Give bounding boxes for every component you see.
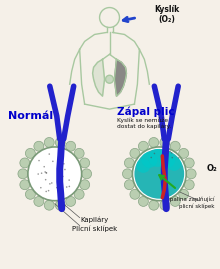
Circle shape bbox=[45, 172, 47, 174]
Circle shape bbox=[52, 161, 54, 162]
Circle shape bbox=[66, 186, 68, 188]
Circle shape bbox=[37, 173, 39, 175]
Circle shape bbox=[160, 200, 170, 210]
Polygon shape bbox=[114, 59, 126, 96]
Circle shape bbox=[68, 186, 70, 187]
Circle shape bbox=[123, 169, 132, 179]
Text: Kyslík se nemůže
dostat do kapiláry.: Kyslík se nemůže dostat do kapiláry. bbox=[117, 117, 172, 129]
Circle shape bbox=[184, 180, 194, 190]
Circle shape bbox=[130, 189, 140, 199]
Circle shape bbox=[179, 189, 189, 199]
Circle shape bbox=[148, 149, 166, 167]
Text: Kyslík
(O₂): Kyslík (O₂) bbox=[155, 5, 180, 24]
Circle shape bbox=[171, 152, 172, 154]
Circle shape bbox=[186, 169, 196, 179]
Circle shape bbox=[40, 187, 42, 189]
Circle shape bbox=[38, 160, 40, 161]
Circle shape bbox=[124, 180, 134, 190]
Circle shape bbox=[138, 196, 148, 206]
Circle shape bbox=[150, 157, 152, 158]
Circle shape bbox=[48, 153, 50, 155]
Circle shape bbox=[149, 137, 159, 147]
Circle shape bbox=[44, 200, 54, 210]
Circle shape bbox=[55, 137, 65, 147]
Text: Plicní sklípek: Plicní sklípek bbox=[72, 226, 117, 232]
Circle shape bbox=[66, 141, 76, 151]
Circle shape bbox=[170, 196, 180, 206]
Circle shape bbox=[58, 155, 60, 156]
Circle shape bbox=[41, 172, 42, 174]
Circle shape bbox=[59, 187, 60, 189]
Circle shape bbox=[55, 200, 65, 210]
Circle shape bbox=[130, 148, 140, 158]
Circle shape bbox=[169, 150, 171, 152]
Circle shape bbox=[167, 157, 181, 171]
Circle shape bbox=[184, 158, 194, 168]
Circle shape bbox=[132, 147, 186, 201]
Circle shape bbox=[141, 152, 157, 168]
Circle shape bbox=[45, 191, 47, 192]
Circle shape bbox=[63, 163, 65, 165]
Circle shape bbox=[45, 179, 46, 180]
Circle shape bbox=[34, 141, 44, 151]
Circle shape bbox=[80, 158, 90, 168]
Circle shape bbox=[58, 164, 60, 165]
Circle shape bbox=[64, 169, 66, 170]
Circle shape bbox=[44, 171, 46, 173]
Circle shape bbox=[44, 137, 54, 147]
Circle shape bbox=[170, 141, 180, 151]
Circle shape bbox=[66, 196, 76, 206]
Circle shape bbox=[46, 172, 47, 174]
Circle shape bbox=[58, 193, 60, 194]
Text: Kapiláry: Kapiláry bbox=[81, 217, 109, 223]
Text: Kapalina zaplňující
plicní sklípek: Kapalina zaplňující plicní sklípek bbox=[163, 197, 214, 209]
Circle shape bbox=[18, 169, 28, 179]
Circle shape bbox=[165, 153, 167, 154]
Circle shape bbox=[51, 182, 53, 184]
Circle shape bbox=[171, 157, 173, 158]
Circle shape bbox=[25, 148, 35, 158]
Circle shape bbox=[74, 148, 84, 158]
Circle shape bbox=[178, 157, 180, 159]
Circle shape bbox=[82, 169, 92, 179]
Circle shape bbox=[34, 196, 44, 206]
Circle shape bbox=[160, 137, 170, 147]
Text: O₂: O₂ bbox=[207, 164, 218, 173]
Circle shape bbox=[136, 159, 150, 173]
Circle shape bbox=[62, 176, 64, 177]
Circle shape bbox=[49, 183, 51, 185]
Circle shape bbox=[179, 148, 189, 158]
Circle shape bbox=[138, 141, 148, 151]
Circle shape bbox=[124, 158, 134, 168]
Circle shape bbox=[59, 189, 60, 190]
Circle shape bbox=[149, 200, 159, 210]
Circle shape bbox=[134, 149, 184, 199]
Circle shape bbox=[20, 158, 30, 168]
Circle shape bbox=[74, 189, 84, 199]
Circle shape bbox=[20, 180, 30, 190]
Circle shape bbox=[48, 190, 49, 192]
Circle shape bbox=[25, 189, 35, 199]
Polygon shape bbox=[93, 59, 104, 96]
Circle shape bbox=[159, 152, 175, 168]
Circle shape bbox=[154, 153, 155, 154]
Circle shape bbox=[56, 187, 58, 188]
Circle shape bbox=[28, 147, 82, 201]
Text: Normál: Normál bbox=[8, 111, 53, 121]
Circle shape bbox=[106, 75, 114, 83]
Circle shape bbox=[43, 166, 45, 168]
Circle shape bbox=[68, 179, 70, 181]
Text: Zápal plic: Zápal plic bbox=[117, 106, 175, 117]
Circle shape bbox=[80, 180, 90, 190]
